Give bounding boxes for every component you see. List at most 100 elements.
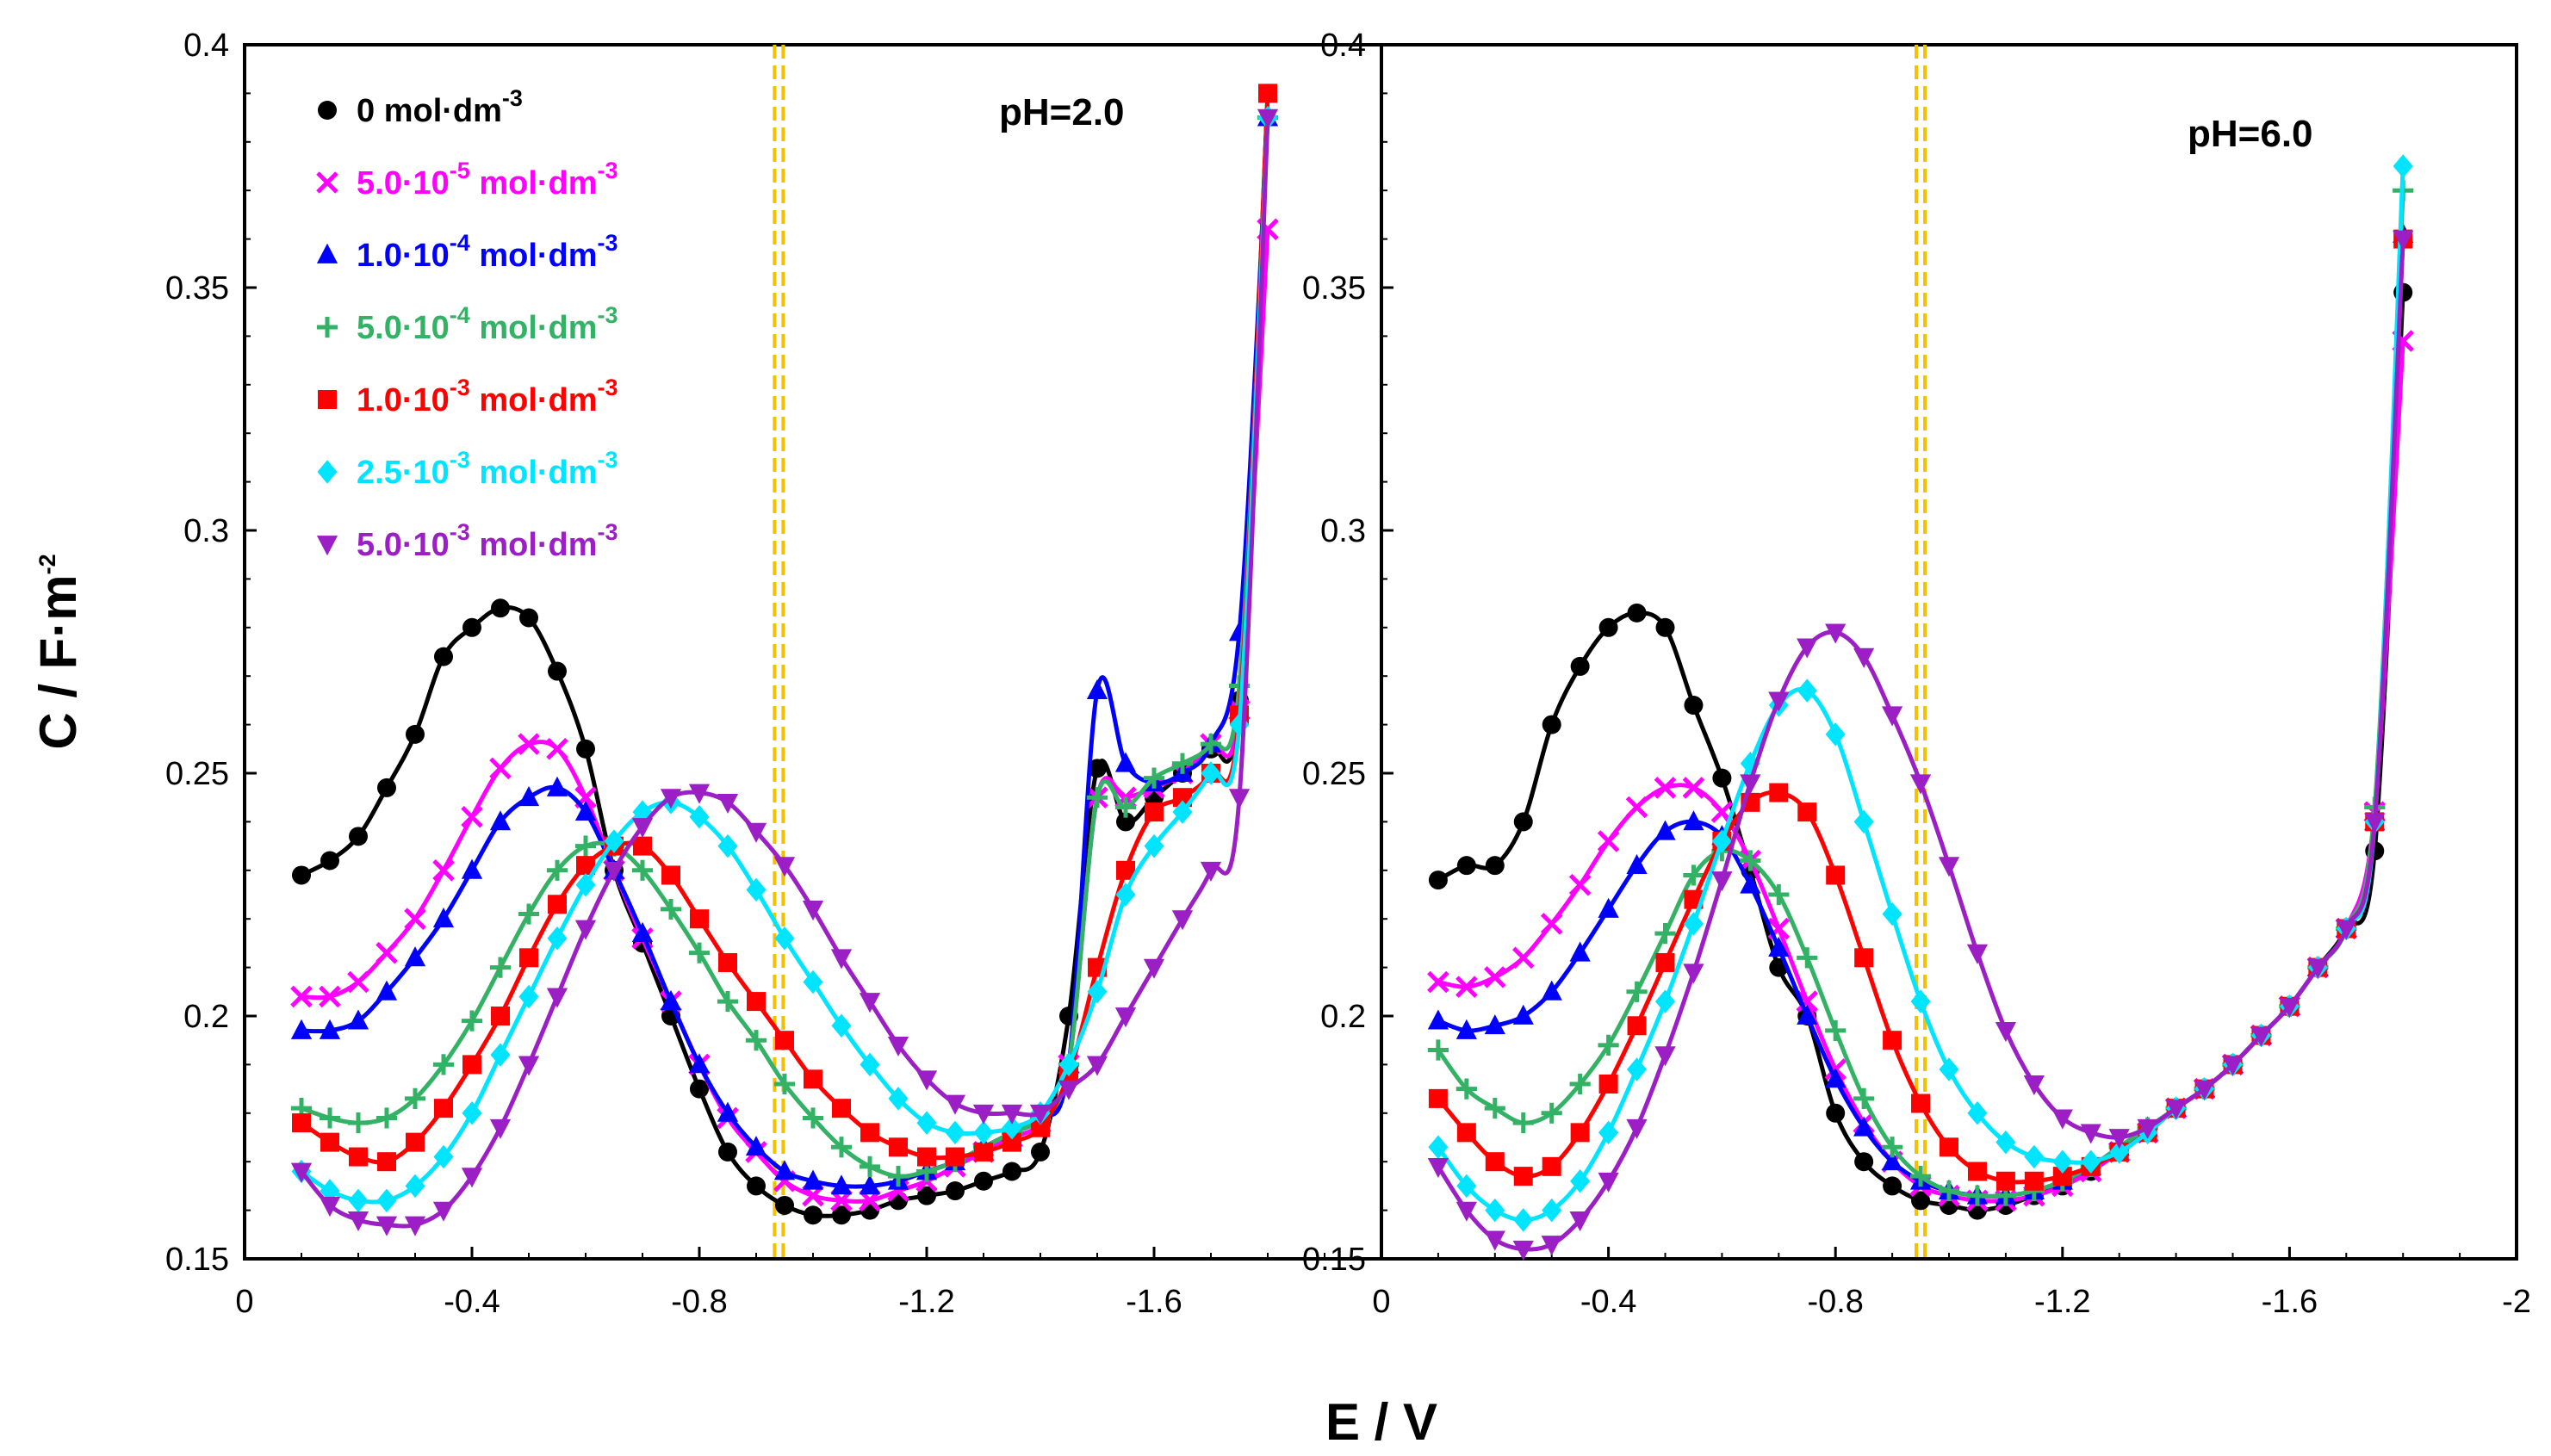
data-point (747, 1176, 766, 1196)
data-point (1086, 787, 1108, 809)
data-point (462, 1101, 482, 1125)
data-point (804, 1205, 822, 1225)
data-point (574, 800, 597, 821)
data-point (1456, 856, 1476, 876)
data-point (2081, 1149, 2101, 1174)
data-point (1712, 768, 1732, 788)
threshold-marker (1915, 45, 1927, 1259)
data-point (518, 733, 540, 755)
data-point (1228, 789, 1251, 809)
data-point (1711, 829, 1732, 853)
data-point (1058, 1080, 1080, 1100)
data-point (1826, 1103, 1846, 1123)
data-point (1654, 989, 1676, 1013)
panel-ph6: pH=6.0 0 -0.4 -0.8 -1.2 -1.6 -2 0.15 0.2 0.25 0.3… (1302, 28, 2531, 1320)
data-point (1144, 833, 1164, 858)
data-point (1145, 802, 1164, 822)
data-point (1627, 1016, 1647, 1036)
legend-marker (316, 171, 338, 194)
data-point (1568, 873, 1592, 896)
data-point (1882, 901, 1902, 926)
x-tick-label: -0.8 (1807, 1284, 1863, 1320)
data-point (1086, 1056, 1108, 1076)
data-point (1598, 1074, 1618, 1094)
data-point (830, 949, 853, 970)
series-line (300, 117, 1270, 1205)
data-point (1597, 830, 1620, 852)
data-point (1627, 1057, 1648, 1081)
data-point (1797, 678, 1817, 703)
data-point (1569, 1073, 1591, 1095)
data-point (945, 1120, 965, 1145)
data-point (632, 800, 653, 824)
data-point (1116, 860, 1135, 880)
data-point (2279, 997, 2300, 1018)
data-point (745, 1136, 767, 1156)
y-tick-label: 0.3 (183, 513, 229, 549)
data-point (1114, 796, 1137, 818)
data-point (1484, 966, 1506, 988)
data-point (489, 757, 512, 780)
x-tick-label: 0 (1372, 1284, 1390, 1320)
legend-marker (318, 390, 337, 409)
data-point (546, 776, 568, 796)
data-point (1455, 976, 1478, 998)
data-point (546, 988, 568, 1008)
panel-label: pH=2.0 (999, 91, 1125, 133)
legend-coef: 5.0·10 (357, 310, 450, 346)
data-point (1542, 1156, 1561, 1176)
data-point (404, 908, 426, 930)
data-point (717, 833, 738, 858)
x-tick-label: -1.6 (2262, 1284, 2318, 1320)
data-point (1654, 1046, 1676, 1067)
data-point (1428, 871, 1448, 890)
data-point (1427, 1039, 1449, 1061)
data-point (1485, 1152, 1505, 1172)
data-point (2024, 1171, 2044, 1191)
data-point (349, 1147, 368, 1167)
legend-unit: mol·dm (470, 382, 598, 418)
data-point (631, 818, 654, 839)
legend-label: 5.0·10-5 mol·dm-3 (357, 158, 618, 201)
data-point (1171, 910, 1194, 931)
data-point (917, 1147, 936, 1167)
data-point (775, 1195, 794, 1215)
data-point (1682, 777, 1705, 799)
data-point (1938, 1180, 1960, 1202)
data-point (1541, 980, 1562, 1001)
data-point (1087, 980, 1108, 1004)
data-point (2109, 1140, 2130, 1164)
data-point (290, 985, 313, 1008)
data-point (660, 789, 682, 809)
data-point (1655, 617, 1675, 637)
legend-coef: 5.0·10 (357, 165, 450, 201)
data-point (2051, 1109, 2073, 1130)
y-tick-label: 0.15 (1302, 1242, 1366, 1278)
data-point (1655, 952, 1675, 972)
data-point (1258, 84, 1277, 103)
data-point (376, 1216, 398, 1236)
data-point (690, 909, 709, 929)
data-point (1627, 603, 1647, 623)
data-point (320, 1132, 339, 1152)
legend-label: 1.0·10-3 mol·dm-3 (357, 375, 618, 418)
data-point (802, 1107, 824, 1129)
data-point (887, 1166, 909, 1187)
data-point (1428, 1088, 1448, 1108)
y-tick-label: 0.25 (165, 756, 229, 792)
data-point (1768, 936, 1790, 957)
data-point (859, 1174, 881, 1195)
data-point (1966, 1185, 1989, 1206)
data-point (1967, 1101, 1988, 1125)
y-tick-label: 0.4 (183, 28, 229, 64)
x-tick-label: -0.8 (671, 1284, 727, 1320)
legend-coef: 1.0·10 (357, 382, 450, 418)
data-point (1455, 1019, 1477, 1039)
data-point (2137, 1118, 2158, 1139)
y-tick-label: 0.4 (1320, 28, 1366, 64)
data-point (631, 921, 654, 943)
data-point (1882, 1137, 1903, 1158)
data-point (319, 1107, 341, 1129)
data-point (688, 942, 711, 963)
